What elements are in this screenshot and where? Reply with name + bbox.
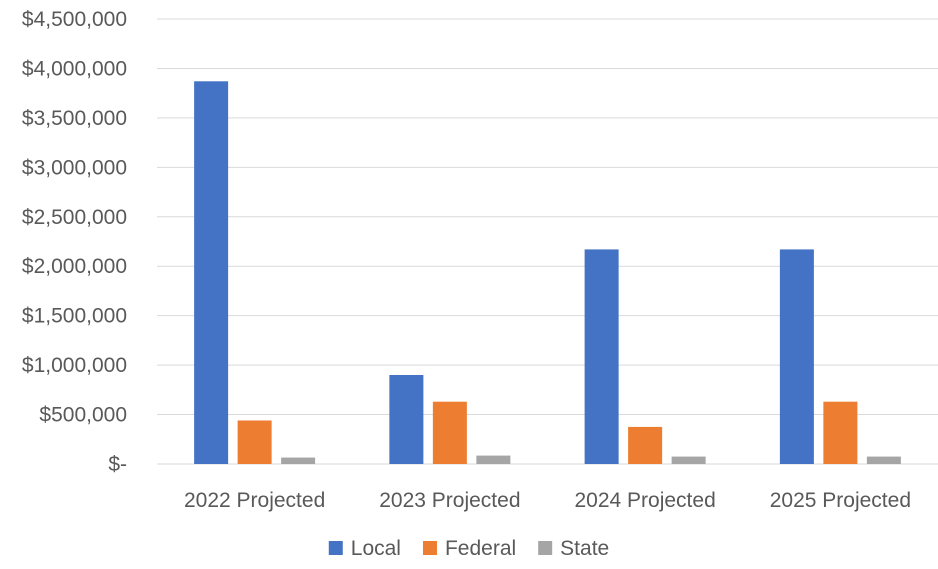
y-tick-label: $4,000,000 [22, 57, 127, 80]
legend-label-local: Local [351, 537, 401, 560]
y-tick-label: $2,500,000 [22, 206, 127, 229]
legend-swatch-federal [422, 541, 437, 555]
y-tick-label: $1,000,000 [22, 354, 127, 377]
bar-local-1 [389, 375, 424, 464]
legend-label-state: State [560, 537, 609, 560]
bars [194, 81, 901, 465]
legend: Local Federal State [328, 537, 609, 560]
bar-local-3 [779, 249, 814, 464]
bar-federal-0 [237, 420, 272, 464]
bar-federal-1 [432, 401, 467, 464]
x-category-label: 2025 Projected [770, 489, 911, 512]
y-axis-tick-labels: $- $500,000 $1,000,000 $1,500,000 $2,000,000… [22, 8, 127, 476]
legend-swatch-state [538, 541, 553, 555]
y-tick-label: $2,000,000 [22, 255, 127, 278]
bar-local-2 [584, 249, 619, 464]
bar-federal-2 [628, 426, 663, 464]
x-axis-category-labels: 2022 Projected 2023 Projected 2024 Project… [184, 489, 911, 512]
bar-state-0 [281, 457, 316, 464]
bar-state-2 [671, 456, 706, 464]
y-tick-label: $500,000 [39, 404, 127, 427]
y-tick-label: $1,500,000 [22, 305, 127, 328]
x-category-label: 2023 Projected [379, 489, 520, 512]
bar-state-1 [476, 455, 511, 464]
x-category-label: 2022 Projected [184, 489, 325, 512]
bar-local-0 [194, 81, 229, 465]
y-tick-label: $4,500,000 [22, 8, 127, 31]
y-tick-label: $3,000,000 [22, 156, 127, 179]
bar-federal-3 [823, 401, 858, 464]
y-tick-label: $- [108, 453, 127, 476]
y-tick-label: $3,500,000 [22, 107, 127, 130]
gridlines [157, 18, 938, 465]
x-category-label: 2024 Projected [574, 489, 715, 512]
legend-swatch-local [328, 541, 343, 555]
legend-label-federal: Federal [445, 537, 516, 560]
bar-state-3 [866, 456, 901, 464]
